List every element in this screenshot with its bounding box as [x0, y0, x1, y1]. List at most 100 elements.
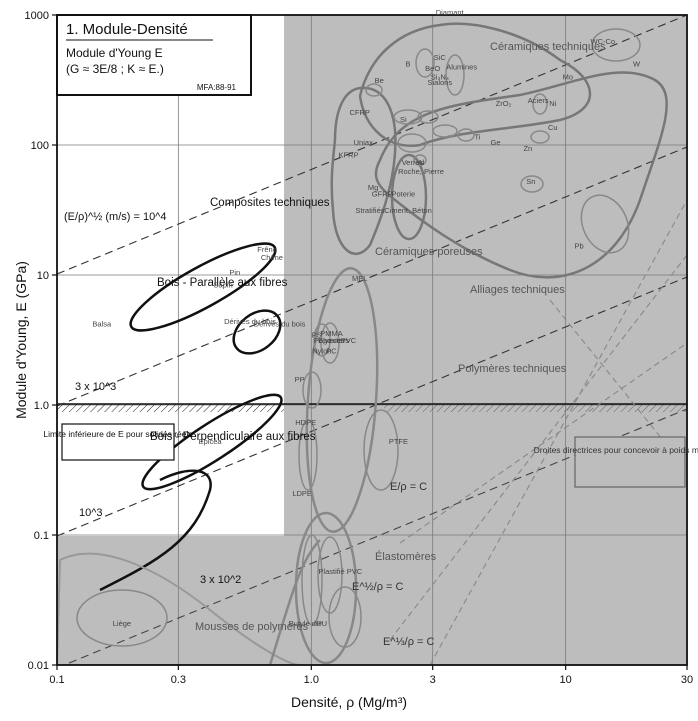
material-label-derives-du-bois: Dérivés du bois	[254, 320, 306, 329]
envelope-mousses	[57, 552, 301, 665]
material-label-verres: Verres	[402, 158, 424, 167]
criterion-label-3: E^⅓/ρ = C	[383, 636, 435, 648]
material-label-zn: Zn	[523, 144, 532, 153]
material-label-uniax: Uniax	[354, 138, 373, 147]
envelope-mousse-tail	[268, 539, 321, 665]
material-label-cu: Cu	[548, 123, 558, 132]
criterion-label-1: E/ρ = C	[390, 481, 427, 493]
envelope-derives-bois	[232, 309, 282, 355]
material-label-pu: PU	[317, 619, 327, 628]
x-axis-label: Densité, ρ (Mg/m³)	[291, 694, 407, 710]
material-label-ti: Ti	[474, 133, 480, 142]
y-axis-label: Module d'Young, E (GPa)	[13, 261, 29, 419]
material-label-plastifie-pvc: Plastifié PVC	[318, 567, 362, 576]
lower-limit-annotation: Limite inférieure de E pour solides réel…	[43, 423, 193, 461]
material-label-pc: PC	[326, 346, 337, 355]
material-label-ps: PS	[312, 331, 322, 340]
material-label-kfrp: KFRP	[338, 151, 358, 160]
material-label-butyle-dur: Butyle dur	[289, 619, 323, 628]
bubble-pmma	[320, 322, 340, 364]
design-guide-text: Droites directrices pour concevoir à poi…	[534, 445, 698, 455]
family-labels: Céramiques techniques Alliages technique…	[150, 41, 606, 633]
hatch-band-left	[57, 404, 284, 412]
material-label-ptfe: PTFE	[389, 437, 408, 446]
x-tick-label: 0.3	[171, 674, 186, 686]
bubble-sic	[415, 48, 435, 78]
guide-line-3e3	[57, 146, 687, 407]
material-label-ciment-beton: Ciment, Béton	[384, 206, 432, 215]
bubble-beo	[417, 110, 439, 124]
material-label-pb: Pb	[575, 241, 584, 250]
hatch-band-right	[384, 404, 687, 412]
chart-subtitle-2: (G ≈ 3E/8 ; K ≈ E.)	[66, 62, 164, 76]
design-guide-annotation: Droites directrices pour concevoir à poi…	[534, 436, 698, 488]
material-label-ge: Ge	[491, 138, 501, 147]
bubble-verres	[393, 109, 423, 125]
bubble-wc-co	[591, 28, 641, 62]
x-tick-label: 3	[430, 674, 436, 686]
x-tick-label: 1.0	[304, 674, 319, 686]
material-label-mg: Mg	[368, 183, 378, 192]
material-label-mel: MEL	[352, 274, 367, 283]
family-label-mousses: Mousses de polymères	[195, 621, 309, 633]
family-label-bois-parallele: Bois - Parallèle aux fibres	[157, 277, 288, 289]
material-label-sapin: Sapin	[214, 281, 233, 290]
material-label-be: Be	[375, 76, 384, 85]
criterion-label-2: E^½/ρ = C	[352, 581, 404, 593]
material-label-diamant: Diamant	[436, 8, 465, 17]
material-label-gfrp: GFRP	[372, 190, 393, 199]
family-label-derives-bois: Dérivés du bois	[224, 317, 276, 326]
bubble-pb	[580, 194, 630, 254]
guide-line-labels: (E/ρ)^½ (m/s) = 10^4 3 x 10^3 10^3 3 x 1…	[64, 211, 435, 648]
family-label-alliages-techniques: Alliages techniques	[470, 284, 565, 296]
material-label-epicea: Epicéa	[199, 437, 223, 446]
material-label-mo: Mo	[563, 72, 573, 81]
family-label-ceramiques-poreuses: Céramiques poreuses	[375, 246, 483, 258]
source-note: MFA:88-91	[197, 83, 237, 92]
title-box-frame	[56, 14, 252, 96]
material-label-polyesters: Polyesters	[314, 336, 349, 345]
bubble-ldpe	[298, 419, 318, 491]
x-tick-label: 10	[560, 674, 572, 686]
material-label-pin: Pin	[229, 268, 240, 277]
title-box: 1. Module-Densité Module d'Young E (G ≈ …	[56, 14, 252, 96]
design-line-slope1	[399, 342, 687, 544]
material-label-pvc: PVC	[341, 336, 357, 345]
envelope-bois-parallele	[129, 242, 277, 332]
envelope-elastomeres	[294, 511, 358, 665]
material-label-liege: Liège	[113, 619, 131, 628]
bubble-silicone	[328, 586, 362, 648]
envelope-ceramiques-techniques	[358, 22, 592, 148]
guide-label-1e4: (E/ρ)^½ (m/s) = 10^4	[64, 211, 166, 223]
material-label-zro: ZrO₂	[496, 99, 512, 108]
bubble-ge	[457, 128, 475, 142]
material-label-hdpe: HDPE	[295, 418, 316, 427]
material-label-ldpe: LDPE	[292, 489, 312, 498]
bubble-ni	[532, 93, 548, 115]
family-label-bois-perpendiculaire: Bois - Perpendiculaire aux fibres	[150, 431, 316, 443]
bubble-pu	[317, 536, 343, 614]
grid-lines	[57, 15, 687, 665]
material-label-wc-co: WC-Co	[591, 37, 616, 46]
guide-label-3e2: 3 x 10^2	[200, 574, 241, 586]
shaded-region-right	[284, 15, 687, 665]
bubble-al	[413, 154, 427, 166]
lower-limit-band	[57, 403, 687, 412]
material-label-pp: PP	[295, 375, 305, 384]
chart-subtitle: Module d'Young E	[66, 46, 163, 60]
family-label-composites-techniques: Composites techniques	[210, 197, 330, 209]
shaded-regions	[57, 15, 687, 665]
y-tick-label: 1.0	[34, 400, 49, 412]
material-label-sn: Sn	[526, 177, 535, 186]
envelope-liege	[76, 589, 168, 647]
design-line-slope3	[429, 199, 687, 665]
material-label-cfrp: CFRP	[350, 108, 370, 117]
y-tick-label: 10	[37, 270, 49, 282]
bubble-be	[365, 83, 383, 97]
material-label-sic: SiC	[434, 53, 447, 62]
lower-limit-text: Limite inférieure de E pour solides réel…	[43, 429, 192, 439]
material-label-stratifies: Stratifiés	[355, 206, 384, 215]
material-label-epoxies: Epoxies	[318, 336, 345, 345]
